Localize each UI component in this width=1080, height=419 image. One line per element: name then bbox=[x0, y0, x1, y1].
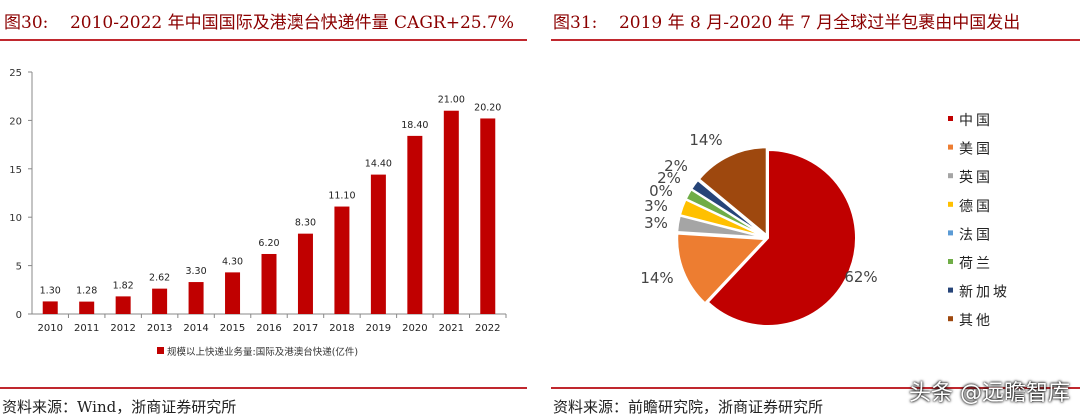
pie-data-label: 2% bbox=[657, 169, 681, 187]
legend-label: 荷兰 bbox=[959, 256, 993, 272]
pie-data-label: 14% bbox=[689, 131, 722, 149]
x-tick-label: 2015 bbox=[220, 323, 245, 334]
x-tick-label: 2016 bbox=[256, 323, 281, 334]
legend-label: 德国 bbox=[959, 199, 993, 215]
x-tick-label: 2012 bbox=[110, 323, 135, 334]
legend-label: 其他 bbox=[959, 313, 993, 329]
x-tick-label: 2017 bbox=[293, 323, 318, 334]
bar-chart: 0 5 10 15 20 25 1.30 2010 1.28 2011 1.82 2012 2.62 20… bbox=[9, 68, 507, 358]
left-title-rule bbox=[0, 39, 527, 41]
data-label: 1.30 bbox=[40, 285, 61, 296]
pie-slice-中国 bbox=[706, 148, 857, 327]
pie-data-label: 3% bbox=[644, 197, 668, 215]
y-tick-label: 10 bbox=[9, 213, 22, 224]
data-label: 11.10 bbox=[328, 191, 355, 202]
pie-slice-其他 bbox=[697, 146, 768, 238]
bar-2015 bbox=[225, 272, 241, 314]
x-tick-label: 2021 bbox=[439, 323, 464, 334]
legend-swatch bbox=[948, 201, 953, 207]
x-tick-label: 2011 bbox=[74, 323, 99, 334]
bar-2011 bbox=[79, 301, 95, 314]
x-tick-label: 2019 bbox=[366, 323, 391, 334]
left-figure-title: 图30: 2010-2022 年中国国际及港澳台快递件量 CAGR+25.7% bbox=[4, 13, 514, 33]
legend-label: 美国 bbox=[959, 142, 993, 158]
pie-data-label: 62% bbox=[844, 268, 877, 286]
pie-data-label: 14% bbox=[640, 269, 673, 287]
legend-label: 中国 bbox=[959, 113, 993, 129]
data-label: 4.30 bbox=[222, 256, 243, 267]
pie-data-label: 3% bbox=[644, 214, 668, 232]
legend-swatch bbox=[157, 347, 164, 354]
legend-label: 英国 bbox=[959, 169, 993, 186]
bar-2016 bbox=[261, 253, 277, 314]
bar-2014 bbox=[188, 282, 204, 314]
legend-swatch bbox=[948, 116, 953, 121]
data-label: 2.62 bbox=[149, 273, 170, 284]
y-tick-label: 0 bbox=[16, 310, 22, 321]
y-tick-label: 5 bbox=[16, 262, 22, 273]
bar-2022 bbox=[480, 118, 496, 315]
bar-2017 bbox=[297, 233, 313, 314]
x-tick-label: 2010 bbox=[38, 323, 63, 334]
y-tick-label: 25 bbox=[9, 68, 22, 79]
data-label: 18.40 bbox=[401, 120, 428, 131]
x-tick-label: 2020 bbox=[402, 323, 427, 334]
bar-2010 bbox=[42, 301, 58, 314]
y-tick-label: 20 bbox=[9, 116, 22, 127]
pie-slice-新加坡 bbox=[689, 178, 767, 238]
pie-data-label: 2% bbox=[664, 157, 688, 175]
left-source: 资料来源：Wind，浙商证券研究所 bbox=[2, 398, 237, 416]
legend-swatch bbox=[948, 144, 953, 150]
legend-label: 规模以上快递业务量:国际及港澳台快递(亿件) bbox=[167, 346, 358, 358]
x-tick-label: 2022 bbox=[475, 323, 500, 334]
watermark: 头条 @远瞻智库 bbox=[909, 381, 1070, 406]
right-figure-title: 图31: 2019 年 8 月-2020 年 7 月全球过半包裹由中国发出 bbox=[553, 13, 1021, 33]
legend-swatch bbox=[948, 316, 953, 322]
data-label: 1.28 bbox=[76, 286, 97, 297]
bar-2012 bbox=[115, 296, 131, 314]
legend-swatch bbox=[948, 259, 953, 264]
legend-swatch bbox=[948, 173, 953, 179]
data-label: 1.82 bbox=[113, 280, 134, 291]
x-tick-label: 2018 bbox=[329, 323, 354, 334]
data-label: 6.20 bbox=[258, 238, 279, 249]
left-source-rule bbox=[0, 387, 527, 389]
data-label: 20.20 bbox=[474, 102, 501, 113]
y-tick-label: 15 bbox=[9, 165, 22, 176]
legend-swatch bbox=[948, 287, 953, 293]
bar-2020 bbox=[407, 135, 423, 314]
right-source-rule bbox=[551, 387, 1080, 389]
bar-2018 bbox=[334, 206, 350, 314]
pie-data-label: 0% bbox=[649, 182, 673, 200]
right-source: 资料来源：前瞻研究院，浙商证券研究所 bbox=[553, 398, 824, 416]
x-tick-label: 2013 bbox=[147, 323, 172, 334]
right-title-rule bbox=[551, 39, 1080, 41]
data-label: 8.30 bbox=[295, 218, 316, 229]
data-label: 21.00 bbox=[438, 95, 465, 106]
bar-2013 bbox=[152, 288, 168, 314]
pie-slice-美国 bbox=[676, 232, 768, 305]
x-tick-label: 2014 bbox=[183, 323, 208, 334]
legend-swatch bbox=[948, 230, 953, 236]
legend-label: 新加坡 bbox=[959, 285, 1010, 301]
data-label: 14.40 bbox=[365, 159, 392, 170]
bar-2021 bbox=[443, 110, 459, 314]
legend-label: 法国 bbox=[959, 227, 993, 243]
bar-2019 bbox=[370, 174, 386, 314]
data-label: 3.30 bbox=[185, 266, 206, 277]
